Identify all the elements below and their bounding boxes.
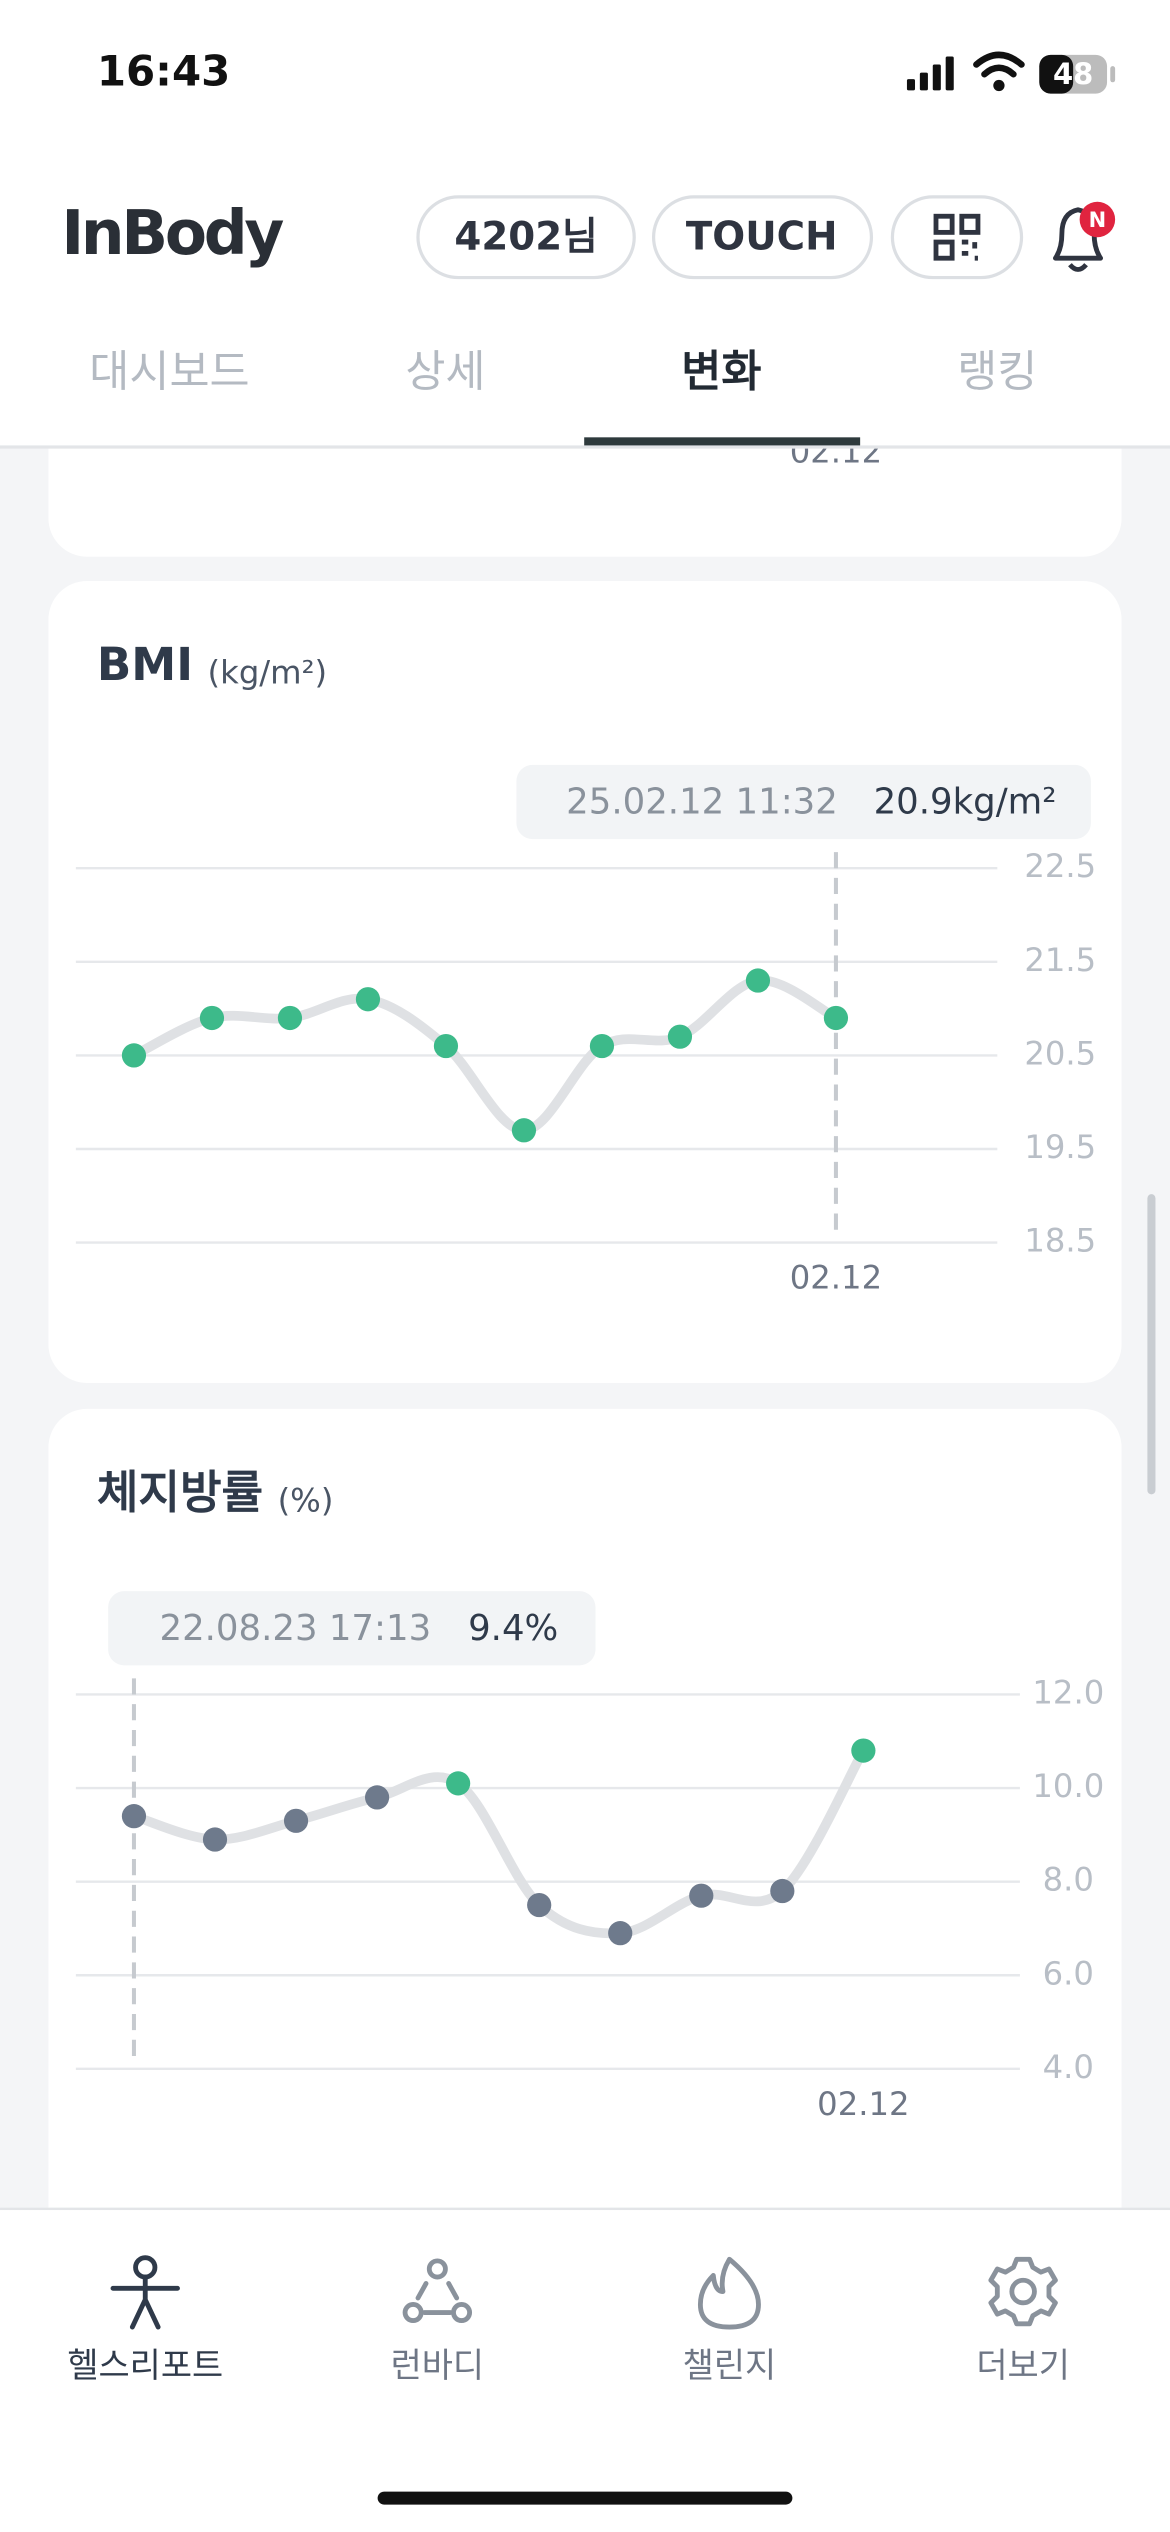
nav-icon-challenge (697, 2256, 761, 2330)
point (446, 1771, 471, 1796)
y-tick-label: 12.0 (1032, 1673, 1104, 1711)
x-tick-label: 02.12 (817, 2085, 909, 2123)
y-tick-label: 4.0 (1043, 2048, 1094, 2086)
point (770, 1878, 795, 1904)
battery-tip (1110, 66, 1116, 83)
y-tick-label: 19.5 (1024, 1128, 1096, 1166)
chart-title: BMI (97, 638, 193, 691)
y-tick-label: 6.0 (1043, 1954, 1094, 1992)
touch-pill[interactable] (651, 195, 874, 280)
tab[interactable]: 상세 (405, 347, 485, 397)
line (129, 1745, 869, 1939)
user-pill[interactable] (416, 195, 636, 280)
qr-icon (933, 213, 981, 261)
bell-icon[interactable] (1052, 207, 1104, 272)
wifi-dot (993, 79, 1005, 92)
nav-label[interactable]: 더보기 (976, 2346, 1069, 2385)
signal-icon (906, 56, 954, 91)
tooltip (108, 1591, 596, 1666)
point (121, 1804, 147, 1829)
nav-label[interactable]: 런바디 (391, 2346, 485, 2385)
chart-unit: (%) (278, 1481, 334, 1519)
user-name: 4202님 (454, 214, 597, 259)
badge-text: N (1089, 208, 1107, 232)
point (202, 1827, 228, 1852)
tab-underline (584, 437, 861, 448)
y-tick-label: 21.5 (1024, 941, 1096, 979)
point (745, 968, 771, 993)
tab[interactable]: 랭킹 (957, 347, 1037, 397)
point (277, 1005, 303, 1031)
y-tick-label: 20.5 (1024, 1034, 1096, 1072)
tab[interactable]: 대시보드 (89, 347, 249, 397)
point (589, 1033, 615, 1059)
tab-divider (0, 445, 1170, 449)
tooltip-date: 25.02.12 11:32 (566, 782, 838, 823)
nav-bg (0, 2207, 1170, 2532)
point (121, 1043, 147, 1068)
nav-icon-more (988, 2256, 1058, 2327)
nav-label[interactable]: 챌린지 (683, 2346, 777, 2385)
point (851, 1738, 876, 1763)
nav-icon-report (110, 2255, 180, 2330)
touch-label: TOUCH (686, 214, 838, 259)
badge (1079, 201, 1116, 238)
point (283, 1808, 309, 1833)
line (129, 975, 841, 1136)
tooltip (516, 764, 1091, 840)
point (433, 1033, 459, 1059)
x-tick-label: 02.12 (790, 1259, 882, 1297)
chart-card (48, 580, 1122, 1383)
y-tick-label: 18.5 (1024, 1222, 1096, 1260)
nav-label[interactable]: 헬스리포트 (67, 2346, 223, 2385)
tooltip-date: 22.08.23 17:13 (159, 1608, 431, 1649)
tooltip-value: 9.4% (468, 1608, 558, 1649)
wifi-icon (973, 51, 1025, 78)
y-tick-label: 22.5 (1024, 847, 1096, 885)
tabs: 대시보드 상세 변화 랭킹 (89, 347, 1037, 448)
tooltip-value: 20.9kg/m² (874, 782, 1057, 823)
y-tick-label: 10.0 (1032, 1767, 1104, 1805)
logo: InBody (61, 198, 283, 269)
nav-icon-runbody (402, 2258, 473, 2324)
point (511, 1118, 537, 1143)
tab[interactable]: 변화 (681, 347, 761, 397)
chart-unit: (kg/m²) (208, 654, 328, 692)
point (355, 987, 381, 1012)
nav-divider (0, 2207, 1170, 2211)
scrollbar (1147, 1194, 1156, 1495)
battery-text: 48 (1053, 57, 1093, 91)
point (199, 1005, 225, 1031)
battery-level (1039, 54, 1074, 94)
qr-pill[interactable] (890, 195, 1024, 280)
charts: BMI (kg/m²) 18.5 19.5 20.5 21.5 22.5 02.12 25.02… (48, 580, 1122, 2260)
y-tick-label: 8.0 (1043, 1861, 1094, 1899)
home-indicator (377, 2491, 793, 2505)
point (667, 1024, 693, 1049)
point (823, 1005, 849, 1031)
point (364, 1785, 390, 1810)
chart-title: 체지방률 (97, 1466, 263, 1519)
point (527, 1892, 552, 1918)
nav: 헬스리포트 런바디 챌린지 더보기 (67, 2346, 1070, 2385)
point (608, 1921, 633, 1946)
point (689, 1883, 714, 1908)
status-time: 16:43 (97, 47, 231, 96)
